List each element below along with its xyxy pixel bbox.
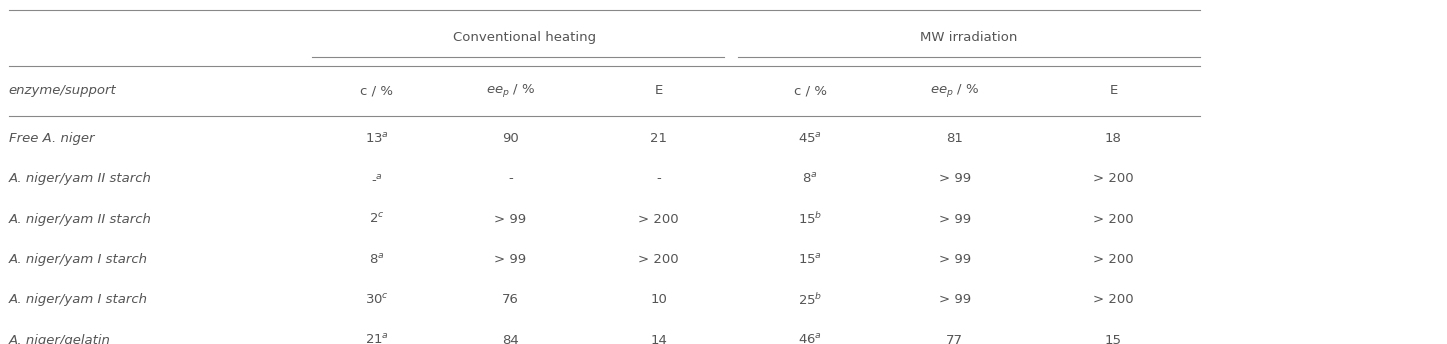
Text: 8$^a$: 8$^a$ bbox=[802, 172, 818, 186]
Text: $ee_p$ / %: $ee_p$ / % bbox=[486, 83, 535, 99]
Text: > 200: > 200 bbox=[1092, 253, 1134, 266]
Text: A. niger/yam I starch: A. niger/yam I starch bbox=[9, 253, 148, 266]
Text: -$^a$: -$^a$ bbox=[370, 172, 383, 185]
Text: MW irradiation: MW irradiation bbox=[920, 31, 1017, 44]
Text: 81: 81 bbox=[946, 132, 964, 145]
Text: A. niger/yam II starch: A. niger/yam II starch bbox=[9, 172, 152, 185]
Text: c / %: c / % bbox=[360, 84, 394, 97]
Text: > 200: > 200 bbox=[1092, 172, 1134, 185]
Text: > 99: > 99 bbox=[939, 172, 971, 185]
Text: 90: 90 bbox=[502, 132, 519, 145]
Text: -: - bbox=[508, 172, 512, 185]
Text: A. niger/yam II starch: A. niger/yam II starch bbox=[9, 213, 152, 226]
Text: 25$^b$: 25$^b$ bbox=[797, 292, 822, 308]
Text: 2$^c$: 2$^c$ bbox=[369, 212, 385, 226]
Text: 21: 21 bbox=[650, 132, 667, 145]
Text: > 99: > 99 bbox=[495, 253, 527, 266]
Text: 76: 76 bbox=[502, 293, 519, 307]
Text: A. niger/yam I starch: A. niger/yam I starch bbox=[9, 293, 148, 307]
Text: > 99: > 99 bbox=[495, 213, 527, 226]
Text: > 200: > 200 bbox=[638, 253, 679, 266]
Text: 14: 14 bbox=[650, 334, 667, 344]
Text: 15$^b$: 15$^b$ bbox=[797, 211, 822, 227]
Text: 18: 18 bbox=[1106, 132, 1121, 145]
Text: -: - bbox=[655, 172, 661, 185]
Text: c / %: c / % bbox=[793, 84, 826, 97]
Text: $ee_p$ / %: $ee_p$ / % bbox=[930, 83, 980, 99]
Text: 15$^a$: 15$^a$ bbox=[799, 252, 822, 267]
Text: 46$^a$: 46$^a$ bbox=[799, 333, 822, 344]
Text: Conventional heating: Conventional heating bbox=[453, 31, 596, 44]
Text: A. niger/gelatin: A. niger/gelatin bbox=[9, 334, 110, 344]
Text: 8$^a$: 8$^a$ bbox=[369, 252, 385, 267]
Text: > 200: > 200 bbox=[1092, 293, 1134, 307]
Text: 21$^a$: 21$^a$ bbox=[365, 333, 389, 344]
Text: 13$^a$: 13$^a$ bbox=[365, 132, 389, 146]
Text: 30$^c$: 30$^c$ bbox=[365, 293, 389, 307]
Text: E: E bbox=[1110, 84, 1117, 97]
Text: 84: 84 bbox=[502, 334, 519, 344]
Text: enzyme/support: enzyme/support bbox=[9, 84, 116, 97]
Text: 45$^a$: 45$^a$ bbox=[799, 132, 822, 146]
Text: > 99: > 99 bbox=[939, 293, 971, 307]
Text: 77: 77 bbox=[946, 334, 964, 344]
Text: > 200: > 200 bbox=[638, 213, 679, 226]
Text: > 99: > 99 bbox=[939, 253, 971, 266]
Text: 15: 15 bbox=[1106, 334, 1121, 344]
Text: 10: 10 bbox=[650, 293, 667, 307]
Text: > 200: > 200 bbox=[1092, 213, 1134, 226]
Text: > 99: > 99 bbox=[939, 213, 971, 226]
Text: Free A. niger: Free A. niger bbox=[9, 132, 94, 145]
Text: E: E bbox=[654, 84, 663, 97]
